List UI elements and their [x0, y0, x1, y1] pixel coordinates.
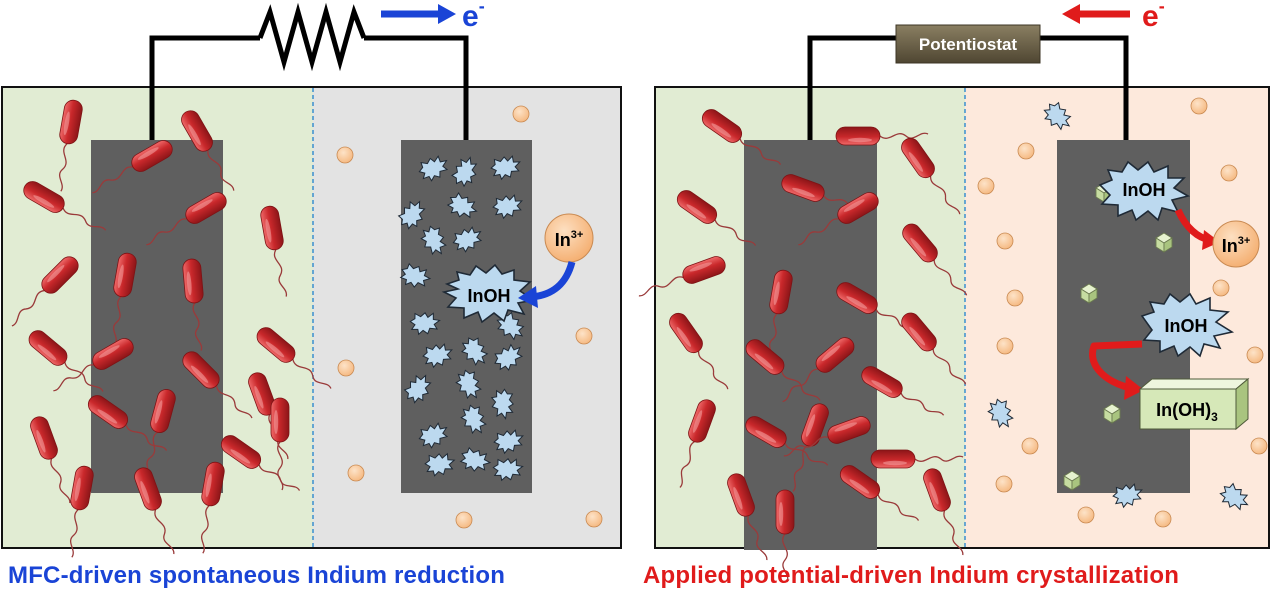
potentiostat-label: Potentiostat	[919, 35, 1018, 54]
left-electron-flow: e-	[381, 0, 485, 33]
right-wire-cathode	[1040, 35, 1129, 140]
indium-ion	[575, 327, 593, 345]
right-dissolution-arrowhead	[1202, 230, 1220, 250]
right-inoh-burst-mid	[1140, 292, 1235, 358]
left-electron-label: e-	[462, 0, 485, 33]
indium-ion	[977, 177, 995, 195]
right-crystallization-reaction: InOH In(OH)3	[1089, 292, 1250, 431]
right-dissolution-reaction: InOH In3+	[1098, 160, 1260, 268]
electron-arrowhead-left	[1062, 4, 1080, 24]
right-ion-label: In3+	[1222, 235, 1251, 256]
right-wire-anode	[807, 35, 896, 140]
left-anode-electrode	[91, 140, 223, 493]
left-wire-cathode	[364, 35, 469, 140]
left-ion-label: In3+	[555, 229, 584, 250]
indium-ion	[347, 464, 365, 482]
indium-ion	[996, 337, 1014, 355]
left-reduction-arrowhead	[518, 286, 538, 308]
indium-ion	[1017, 142, 1035, 160]
electron-arrowhead	[438, 4, 456, 24]
left-external-circuit	[149, 2, 469, 140]
indium-ion	[995, 475, 1013, 493]
indium-ion	[996, 232, 1014, 250]
left-inoh-burst	[441, 263, 537, 324]
right-cell-border	[654, 86, 1270, 549]
right-inoh-top-label: InOH	[1123, 180, 1166, 200]
indium-ion	[455, 511, 473, 529]
right-electron-flow: e-	[1062, 0, 1165, 33]
indium-ion	[1220, 164, 1238, 182]
indium-ion	[1246, 346, 1264, 364]
indium-ion	[1250, 437, 1268, 455]
right-crystallization-arrowhead	[1124, 376, 1144, 400]
right-indium-ion-large	[1212, 220, 1260, 268]
right-inoh-burst-top	[1098, 160, 1191, 222]
indium-ion	[337, 359, 355, 377]
right-caption: Applied potential-driven Indium crystall…	[643, 562, 1180, 589]
indium-ion	[585, 510, 603, 528]
left-wire-anode	[149, 35, 260, 140]
indium-ion	[1006, 289, 1024, 307]
right-external-circuit: Potentiostat	[807, 24, 1129, 140]
hydroxide-box-front	[1139, 388, 1237, 430]
indium-ion	[512, 105, 530, 123]
indium-ion	[1077, 506, 1095, 524]
right-electron-label: e-	[1142, 0, 1165, 33]
left-inoh-label: InOH	[468, 286, 511, 306]
indium-ion	[336, 146, 354, 164]
right-inoh-mid-label: InOH	[1165, 316, 1208, 336]
left-cell-border	[1, 86, 622, 549]
indium-ion	[1212, 279, 1230, 297]
left-caption: MFC-driven spontaneous Indium reduction	[8, 562, 506, 589]
hydroxide-label: In(OH)3	[1156, 400, 1218, 424]
potentiostat-box	[895, 24, 1041, 64]
right-crystallization-arrow	[1089, 340, 1143, 392]
left-reaction: In3+ InOH	[441, 213, 594, 324]
hydroxide-box-top	[1138, 378, 1250, 390]
resistor-icon	[257, 2, 367, 72]
indium-ion	[1154, 510, 1172, 528]
indium-ion	[1021, 437, 1039, 455]
indium-ion	[1190, 97, 1208, 115]
